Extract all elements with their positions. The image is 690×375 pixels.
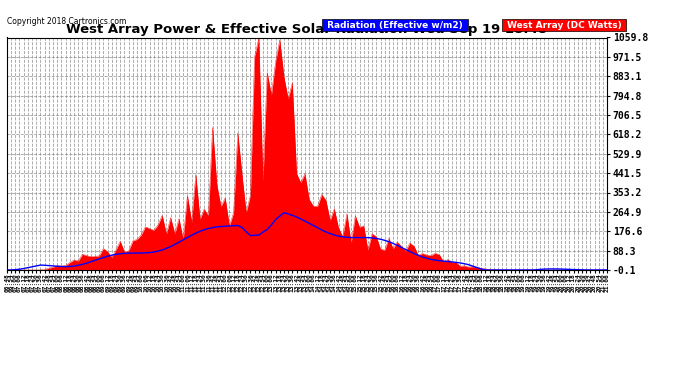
Text: Radiation (Effective w/m2): Radiation (Effective w/m2) bbox=[324, 21, 466, 30]
Text: Copyright 2018 Cartronics.com: Copyright 2018 Cartronics.com bbox=[7, 17, 126, 26]
Title: West Array Power & Effective Solar Radiation Wed Sep 19 18:48: West Array Power & Effective Solar Radia… bbox=[66, 23, 548, 36]
Text: West Array (DC Watts): West Array (DC Watts) bbox=[504, 21, 624, 30]
